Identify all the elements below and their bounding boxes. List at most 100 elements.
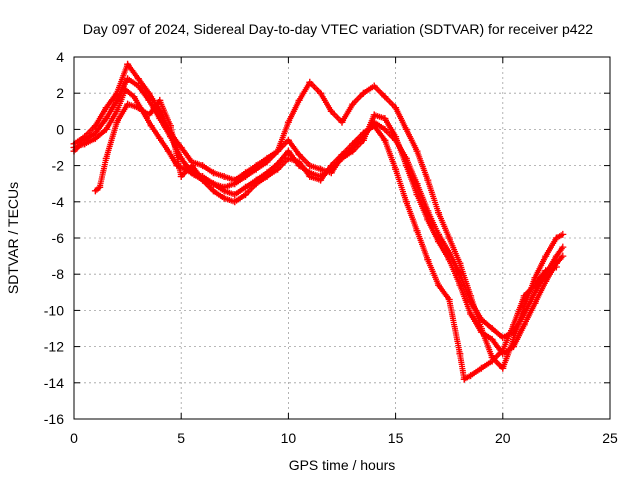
data-point xyxy=(177,154,185,162)
y-tick-label: 2 xyxy=(56,85,64,101)
x-tick-label: 0 xyxy=(70,430,78,446)
data-point xyxy=(147,122,155,130)
data-point xyxy=(338,118,346,126)
data-point xyxy=(124,75,132,83)
data-point xyxy=(445,256,453,264)
data-point xyxy=(177,173,185,180)
y-axis-title: SDTVAR / TECUs xyxy=(5,182,21,294)
data-point xyxy=(349,147,357,155)
data-point xyxy=(402,162,410,170)
data-point xyxy=(242,183,249,191)
data-point xyxy=(209,169,217,177)
data-point xyxy=(520,303,528,311)
data-point xyxy=(520,321,528,329)
data-point xyxy=(402,198,410,206)
data-point xyxy=(164,147,172,155)
series-layer xyxy=(70,60,567,383)
data-point xyxy=(349,100,357,108)
data-point xyxy=(209,180,217,188)
data-point xyxy=(113,96,121,104)
data-point xyxy=(295,151,303,159)
data-point xyxy=(413,180,421,188)
data-point xyxy=(552,263,560,271)
data-point xyxy=(96,183,104,191)
data-point xyxy=(460,375,468,383)
data-point xyxy=(231,191,239,199)
data-point xyxy=(456,259,464,267)
y-tick-label: -10 xyxy=(44,302,64,318)
data-point xyxy=(370,111,378,119)
data-point xyxy=(499,334,507,342)
data-point xyxy=(510,321,517,329)
data-point xyxy=(559,252,567,260)
data-point xyxy=(252,180,260,188)
data-point xyxy=(306,162,314,170)
data-point xyxy=(263,154,271,162)
x-tick-label: 25 xyxy=(602,430,618,446)
y-tick-label: -4 xyxy=(52,194,65,210)
data-point xyxy=(435,281,442,289)
data-point xyxy=(542,267,550,275)
y-tick-label: -2 xyxy=(52,158,65,174)
data-point xyxy=(209,187,217,195)
x-tick-label: 10 xyxy=(281,430,297,446)
data-point xyxy=(167,122,174,130)
data-point xyxy=(199,162,207,170)
data-point xyxy=(392,104,400,112)
data-point xyxy=(91,129,99,137)
y-tick-label: -12 xyxy=(44,339,64,355)
data-point xyxy=(467,310,475,318)
y-tick-label: -14 xyxy=(44,375,64,391)
y-tick-label: -8 xyxy=(52,266,65,282)
chart-title: Day 097 of 2024, Sidereal Day-to-day VTE… xyxy=(83,21,593,37)
data-point xyxy=(156,134,164,142)
data-point xyxy=(531,281,539,289)
data-point xyxy=(456,350,464,358)
data-point xyxy=(488,335,496,343)
data-point xyxy=(499,346,507,354)
data-point xyxy=(456,281,464,289)
data-point xyxy=(145,89,153,97)
data-point xyxy=(274,147,282,155)
y-tick-label: -6 xyxy=(52,230,65,246)
data-point xyxy=(317,89,325,97)
data-point xyxy=(220,194,228,202)
data-point xyxy=(81,133,89,141)
data-point xyxy=(102,154,110,162)
series-track-4 xyxy=(91,96,560,383)
data-point xyxy=(424,216,432,224)
data-point xyxy=(552,234,560,242)
data-point xyxy=(338,151,346,159)
data-point xyxy=(499,364,507,372)
data-point xyxy=(392,133,400,141)
data-point xyxy=(531,274,539,282)
marker-trail xyxy=(71,86,565,341)
data-point xyxy=(327,162,335,170)
data-point xyxy=(477,364,485,372)
data-point xyxy=(359,89,367,97)
series-track-3 xyxy=(70,60,567,372)
data-point xyxy=(295,96,303,104)
data-point xyxy=(124,100,132,108)
data-point xyxy=(317,165,325,173)
data-point xyxy=(467,292,475,300)
data-point xyxy=(327,107,335,115)
data-point xyxy=(188,169,196,177)
data-point xyxy=(445,234,453,242)
data-point xyxy=(113,89,121,97)
data-point xyxy=(242,169,249,177)
data-point xyxy=(435,238,442,246)
data-point xyxy=(134,82,142,90)
data-point xyxy=(134,104,142,112)
data-point xyxy=(424,256,432,264)
y-tick-label: -16 xyxy=(44,411,64,427)
ticks xyxy=(73,56,611,420)
data-point xyxy=(359,129,367,137)
data-point xyxy=(424,207,432,215)
data-point xyxy=(252,162,260,170)
data-point xyxy=(510,335,517,343)
data-point xyxy=(102,125,110,133)
data-point xyxy=(306,173,314,180)
data-point xyxy=(359,136,367,144)
